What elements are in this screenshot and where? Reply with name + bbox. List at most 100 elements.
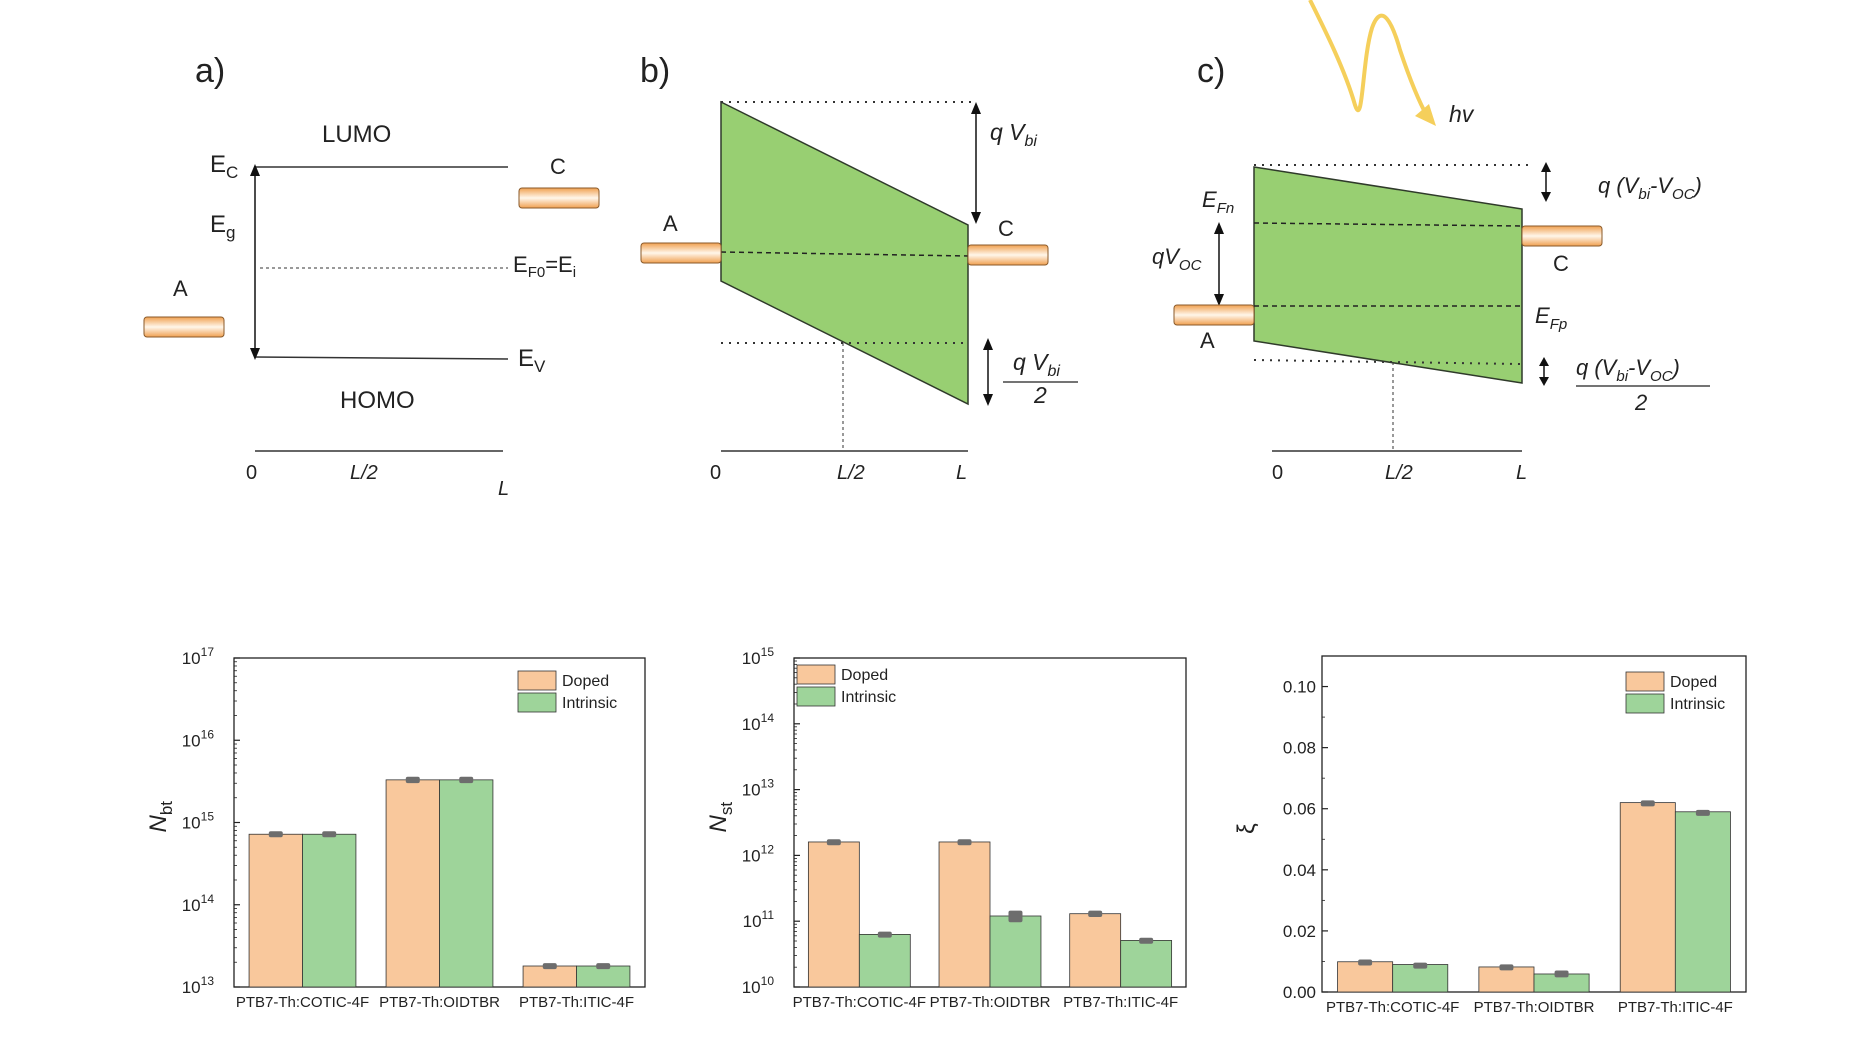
panel-c: c) hv q (Vbi-VOC) EFn EFp qVOC q (Vbi-VO… [1152, 0, 1710, 484]
error-bar [405, 776, 420, 784]
doped-bar [385, 779, 440, 988]
panel-a: a) LUMO HOMO EC Eg EV EF0=Ei A C 0 L/2 L [143, 52, 600, 500]
homo-line [254, 356, 509, 360]
doped-bar [522, 965, 577, 988]
qvbi-arrow-head-up [971, 102, 981, 114]
legend-swatch [1625, 671, 1665, 692]
half-vbi-arrow-head-up [983, 338, 993, 350]
y-axis-label: ξ [1233, 823, 1260, 834]
intrinsic-bar [576, 965, 631, 988]
top-diff-arrow-head-up [1541, 162, 1551, 172]
gap-arrow-head-up [250, 164, 260, 176]
legend-swatch [1625, 693, 1665, 714]
homo-label: HOMO [340, 387, 415, 414]
bottom-diff-arrow-head-up [1539, 357, 1549, 366]
error-bar [268, 831, 283, 838]
doped-bar [1619, 802, 1676, 993]
y-tick-label: 1015 [182, 810, 215, 833]
legend-label: Doped [562, 673, 609, 690]
error-bar [1640, 800, 1655, 807]
error-bar [596, 963, 611, 970]
error-bar [826, 839, 841, 846]
y-tick-label: 1010 [742, 974, 775, 997]
intrinsic-bar [302, 833, 357, 988]
doped-bar [1337, 961, 1394, 993]
y-tick-label: 1011 [743, 908, 775, 931]
cathode-electrode [518, 187, 600, 209]
x-tick-label: PTB7-Th:OIDTBR [930, 994, 1051, 1011]
legend-label: Intrinsic [1670, 696, 1725, 713]
doped-bar [1478, 966, 1535, 993]
error-bar [1499, 964, 1514, 971]
lumo-label: LUMO [322, 121, 391, 148]
error-bar [877, 931, 892, 938]
cathode-label: C [1553, 251, 1569, 276]
bottom-diff-denominator: 2 [1634, 390, 1647, 415]
doped-bar [807, 841, 860, 988]
x-tick-label: PTB7-Th:OIDTBR [1474, 999, 1595, 1016]
cathode-label: C [998, 216, 1014, 241]
intrinsic-bar [1120, 940, 1173, 988]
anode-electrode [143, 316, 225, 338]
efp-label: EFp [1535, 303, 1567, 333]
error-bar [1139, 937, 1154, 944]
anode-electrode [640, 242, 722, 264]
bar-chart-2: 1010 1011 1012 1013 1014 1015 Nst PTB7-Th:COTIC… [705, 645, 1187, 1011]
cathode-electrode [967, 244, 1049, 266]
y-tick-label: 0.02 [1283, 922, 1316, 941]
anode-electrode [1173, 304, 1255, 326]
x-tick-label: PTB7-Th:COTIC-4F [793, 994, 926, 1011]
panel-a-label: a) [195, 52, 225, 90]
x-tick-label: PTB7-Th:ITIC-4F [1063, 994, 1178, 1011]
ef0-label: EF0=Ei [513, 252, 576, 281]
anode-label: A [663, 211, 678, 236]
x-tick-label: PTB7-Th:OIDTBR [379, 994, 500, 1011]
panel-b: b) q Vbi q Vbi 2 A C 0 L/2 L [640, 52, 1078, 484]
ec-label: EC [210, 151, 238, 182]
panel-b-tick-0: 0 [710, 462, 721, 484]
legend-label: Intrinsic [841, 689, 896, 706]
error-bar [459, 776, 474, 784]
bar-chart-3: 0.00 0.02 0.04 0.06 0.08 0.10 ξ PTB7-Th:COTIC-4… [1233, 655, 1747, 1016]
error-bar [1088, 910, 1103, 917]
doped-bar [1069, 913, 1122, 988]
y-tick-label: 1014 [742, 711, 775, 734]
error-bar [957, 839, 972, 846]
panel-b-label: b) [640, 52, 670, 90]
legend-label: Doped [1670, 674, 1717, 691]
y-axis-label: Nst [705, 802, 736, 833]
intrinsic-bar [1674, 811, 1731, 993]
error-bar [1008, 910, 1023, 923]
photon-wave [1308, 0, 1430, 119]
ev-label: EV [518, 345, 546, 376]
error-bar [322, 831, 337, 838]
panel-a-tick-l: L [498, 478, 509, 500]
doped-bar [938, 841, 991, 988]
bottom-diff-numerator: q (Vbi-VOC) [1576, 355, 1680, 385]
y-tick-label: 0.06 [1283, 800, 1316, 819]
panel-a-tick-0: 0 [246, 462, 257, 484]
panel-c-tick-half: L/2 [1385, 462, 1413, 484]
y-tick-label: 0.10 [1283, 678, 1316, 697]
legend-swatch [796, 664, 836, 685]
intrinsic-bar [989, 915, 1042, 988]
y-tick-label: 1014 [182, 892, 215, 915]
anode-label: A [173, 276, 188, 301]
y-tick-label: 1015 [742, 645, 775, 668]
photon-arrow-head [1415, 104, 1436, 126]
error-bar [542, 963, 557, 970]
panel-b-tick-half: L/2 [837, 462, 865, 484]
hv-label: hv [1449, 101, 1475, 127]
intrinsic-bar [1392, 964, 1449, 993]
top-diff-label: q (Vbi-VOC) [1598, 173, 1702, 203]
legend-swatch [517, 670, 557, 691]
intrinsic-bar [858, 934, 911, 988]
intrinsic-bar [439, 779, 494, 988]
y-tick-label: 0.00 [1283, 983, 1316, 1002]
error-bar [1695, 809, 1710, 816]
band-region [720, 100, 969, 406]
qvoc-label: qVOC [1152, 244, 1202, 274]
panel-b-tick-l: L [956, 462, 967, 484]
